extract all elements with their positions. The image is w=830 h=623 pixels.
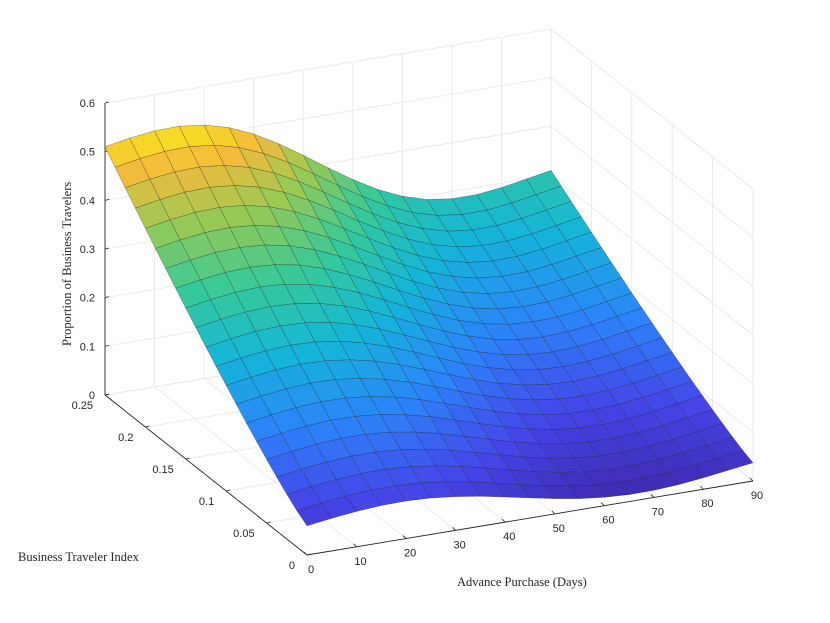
- z-tick-mark: [104, 393, 110, 396]
- z-tick-mark: [104, 247, 110, 250]
- y-tick-label: 0: [289, 560, 295, 572]
- x-axis-line: [306, 480, 754, 556]
- surface: [104, 124, 754, 527]
- z-tick-label: 0.4: [80, 195, 95, 207]
- x-tick-label: 60: [602, 515, 614, 527]
- x-tick-mark: [353, 543, 357, 548]
- x-tick-label: 70: [652, 506, 664, 518]
- x-tick-label: 0: [308, 564, 314, 576]
- z-tick-mark: [104, 101, 110, 104]
- z-tick-label: 0.1: [80, 341, 95, 353]
- x-tick-mark: [402, 535, 407, 539]
- x-tick-mark: [452, 527, 456, 531]
- side-grid-z: [550, 174, 754, 336]
- y-axis-title: Business Traveler Index: [18, 550, 140, 564]
- y-tick-label: 0.1: [199, 496, 214, 508]
- x-tick-mark: [749, 477, 754, 482]
- z-tick-label: 0.2: [80, 293, 95, 305]
- x-tick-label: 40: [503, 531, 515, 543]
- z-axis-title: Proportion of Business Travelers: [60, 182, 74, 346]
- wall-grid-z: [104, 28, 552, 104]
- x-tick-label: 30: [454, 539, 466, 551]
- y-tick-mark: [266, 521, 271, 524]
- y-tick-label: 0.2: [118, 432, 133, 444]
- x-tick-label: 80: [701, 498, 713, 510]
- side-grid-z: [550, 28, 754, 190]
- x-tick-label: 90: [751, 490, 763, 502]
- z-tick-mark: [104, 198, 110, 201]
- y-tick-label: 0.15: [152, 464, 173, 476]
- z-tick-mark: [104, 296, 110, 299]
- x-tick-mark: [700, 485, 704, 490]
- x-tick-label: 50: [553, 523, 565, 535]
- x-tick-label: 20: [404, 548, 416, 560]
- y-tick-mark: [306, 553, 312, 556]
- x-tick-mark: [551, 510, 556, 515]
- x-axis-title: Advance Purchase (Days): [457, 575, 587, 589]
- side-grid-z: [550, 77, 754, 238]
- y-tick-mark: [145, 425, 150, 428]
- z-tick-label: 0.5: [80, 147, 95, 159]
- y-tick-label: 0.25: [72, 400, 93, 412]
- y-tick-mark: [185, 457, 190, 460]
- tick-labels: 010203040506070809000.050.10.150.20.2500…: [72, 98, 764, 576]
- z-tick-label: 0.6: [80, 98, 95, 110]
- x-tick-mark: [303, 551, 308, 556]
- x-tick-label: 10: [354, 556, 366, 568]
- x-tick-mark: [501, 518, 506, 523]
- y-tick-mark: [226, 489, 231, 492]
- z-tick-mark: [104, 344, 110, 347]
- x-tick-mark: [601, 502, 605, 506]
- y-axis-line: [104, 394, 308, 556]
- z-tick-label: 0: [89, 390, 95, 402]
- x-tick-mark: [650, 494, 655, 498]
- y-tick-label: 0.05: [233, 528, 254, 540]
- side-grid-z: [550, 126, 754, 287]
- z-tick-label: 0.3: [80, 244, 95, 256]
- axis-lines: [104, 101, 754, 556]
- surface-patch: [717, 450, 754, 471]
